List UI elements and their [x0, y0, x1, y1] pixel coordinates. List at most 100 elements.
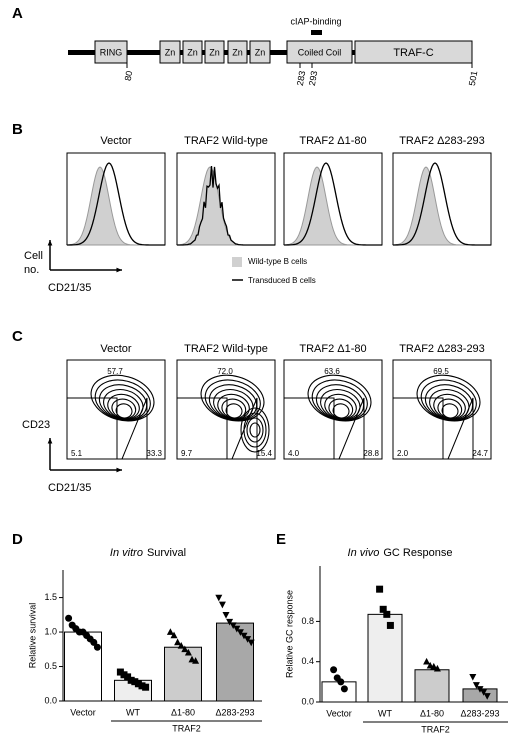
- data-point: [174, 638, 182, 646]
- domain-label: TRAF-C: [393, 47, 433, 59]
- y-tick-label: 0.0: [301, 696, 314, 706]
- data-point: [476, 686, 484, 693]
- x-tick-label: Δ1-80: [171, 707, 195, 717]
- data-point: [138, 682, 146, 690]
- data-point: [483, 693, 491, 700]
- arrow-head: [47, 240, 53, 246]
- gate: [338, 397, 365, 460]
- bar: [414, 669, 450, 703]
- gate: [393, 397, 444, 459]
- gate-value: 4.0: [288, 449, 300, 458]
- column-title: Vector: [100, 343, 132, 355]
- data-point: [181, 645, 189, 653]
- chart-title: In vivo GC Response: [348, 547, 453, 559]
- data-point: [229, 622, 237, 630]
- position-label: 283: [295, 70, 307, 87]
- position-label: 293: [307, 70, 319, 87]
- data-point: [116, 668, 124, 676]
- x-tick-label: WT: [126, 707, 140, 717]
- data-point: [472, 682, 480, 689]
- data-point: [240, 632, 248, 640]
- column-title: Vector: [100, 135, 132, 147]
- x-tick-label: Δ283-293: [460, 708, 499, 718]
- gate: [231, 397, 258, 460]
- contour: [332, 403, 350, 419]
- y-axis-label: no.: [24, 264, 39, 276]
- column-title: TRAF2 Δ283-293: [399, 343, 485, 355]
- data-point: [379, 605, 387, 613]
- transduced-histogram: [392, 162, 491, 246]
- domain-label: Coiled Coil: [298, 47, 342, 57]
- x-axis-label: CD21/35: [48, 482, 91, 494]
- data-point: [244, 636, 252, 643]
- contour: [246, 417, 264, 443]
- y-tick-label: 0.0: [44, 695, 57, 705]
- panel-letter: A: [12, 5, 23, 22]
- data-point: [236, 629, 244, 636]
- column-title: TRAF2 Δ283-293: [399, 135, 485, 147]
- data-point: [192, 657, 200, 664]
- y-tick-label: 1.5: [44, 592, 57, 602]
- group-label: TRAF2: [421, 724, 450, 734]
- x-tick-label: Vector: [326, 708, 352, 718]
- data-point: [423, 657, 431, 665]
- y-tick-label: 0.4: [301, 656, 314, 666]
- legend-swatch: [232, 257, 242, 267]
- panel-letter: C: [12, 328, 23, 345]
- gate: [447, 397, 474, 460]
- data-point: [131, 678, 139, 686]
- column-title: TRAF2 Wild-type: [184, 343, 268, 355]
- gate-value: 57.7: [107, 367, 123, 376]
- gate-value: 63.6: [324, 367, 340, 376]
- domain-label: Zn: [187, 47, 198, 57]
- bar: [216, 622, 254, 702]
- column-title: TRAF2 Δ1-80: [299, 343, 366, 355]
- data-point: [166, 628, 174, 635]
- data-point: [330, 666, 338, 674]
- gate-value: 69.5: [433, 367, 449, 376]
- domain-box: [159, 40, 181, 64]
- gate-value: 24.7: [472, 449, 488, 458]
- gate: [177, 397, 228, 459]
- contour: [240, 407, 270, 453]
- data-point: [233, 625, 241, 633]
- data-point: [127, 676, 135, 684]
- y-axis-label: Relative GC response: [284, 590, 294, 678]
- title-text: GC Response: [383, 547, 452, 559]
- bar: [321, 681, 357, 703]
- data-point: [90, 638, 98, 646]
- contour: [225, 403, 243, 419]
- position-label: 80: [123, 70, 135, 82]
- data-point: [376, 585, 384, 593]
- x-tick-label: Vector: [70, 707, 96, 717]
- data-point: [222, 612, 230, 619]
- transduced-histogram: [283, 162, 382, 246]
- x-tick-label: Δ1-80: [420, 708, 444, 718]
- panel-letter: E: [276, 531, 286, 548]
- column-title: TRAF2 Wild-type: [184, 135, 268, 147]
- legend-label: Transduced B cells: [248, 276, 316, 285]
- panel-letter: D: [12, 531, 23, 548]
- title-italic: In vivo: [348, 547, 380, 559]
- data-point: [386, 621, 394, 629]
- domain-label: Zn: [209, 47, 220, 57]
- binding-site: [311, 30, 322, 35]
- domain-box: [286, 40, 353, 64]
- transduced-histogram: [66, 162, 165, 246]
- data-point: [177, 641, 185, 649]
- contour: [249, 422, 261, 438]
- domain-label: Zn: [255, 47, 266, 57]
- gate: [284, 397, 335, 459]
- domain-label: Zn: [165, 47, 176, 57]
- domain-box: [94, 40, 128, 64]
- domain-box: [249, 40, 271, 64]
- annotation: cIAP-binding: [290, 16, 341, 26]
- data-point: [469, 674, 477, 681]
- data-point: [184, 648, 192, 656]
- arrow-head: [116, 467, 122, 473]
- title-italic: In vitro: [110, 547, 143, 559]
- gate: [121, 397, 148, 460]
- chart-title: In vitro Survival: [110, 547, 186, 559]
- y-axis-label: CD23: [22, 419, 50, 431]
- gate-value: 72.0: [217, 367, 233, 376]
